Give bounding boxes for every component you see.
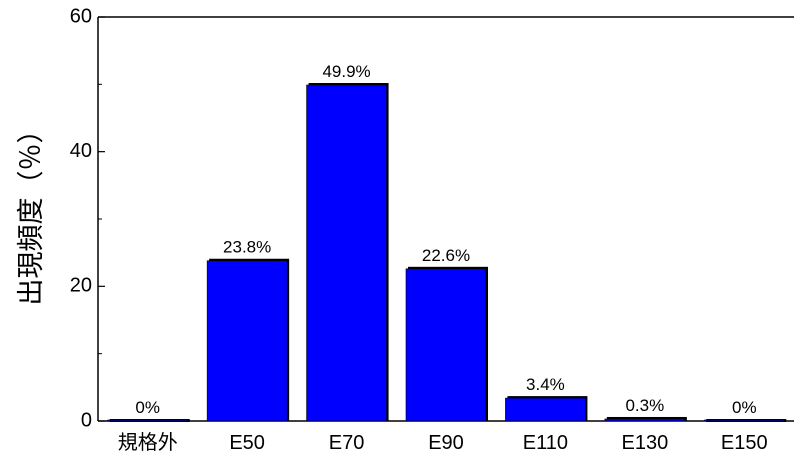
bar: [703, 419, 785, 422]
data-label: 49.9%: [322, 62, 370, 81]
data-label: 0%: [135, 398, 160, 417]
x-tick-label: E150: [721, 432, 768, 454]
bar: [505, 397, 586, 422]
y-tick-label: 60: [70, 5, 92, 27]
bar: [405, 268, 487, 422]
data-label: 22.6%: [422, 246, 470, 265]
bar: [107, 419, 189, 422]
data-label: 0.3%: [625, 396, 664, 415]
x-tick-label: E50: [229, 432, 265, 454]
x-tick-label: E110: [523, 432, 568, 454]
data-label: 23.8%: [223, 238, 271, 257]
y-tick-label: 40: [70, 140, 92, 162]
y-tick-label: 0: [81, 409, 92, 431]
bar: [306, 84, 387, 422]
labels: 0% 規格外 23.8% E50 49.9% E70 22.6% E90 3.4% E110 0.3…: [118, 62, 768, 454]
bars: [107, 83, 787, 422]
data-label: 0%: [732, 398, 757, 417]
x-tick-label: E90: [428, 432, 464, 454]
data-label: 3.4%: [526, 375, 565, 394]
bar: [604, 418, 686, 422]
x-tick-label: E70: [329, 432, 365, 454]
y-tick-label: 20: [70, 275, 92, 297]
x-tick-label: E130: [621, 432, 668, 454]
x-tick-label: 規格外: [118, 431, 178, 454]
y-axis-label: 出現頻度（％）: [16, 117, 46, 306]
bar: [206, 260, 288, 422]
